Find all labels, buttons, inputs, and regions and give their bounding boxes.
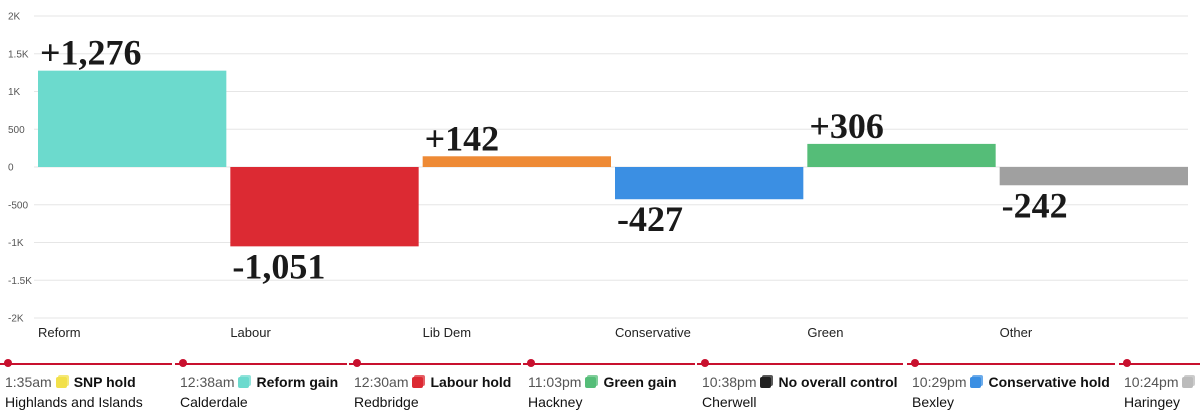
- ticker-item[interactable]: 12:38am Reform gain Calderdale: [175, 354, 351, 416]
- ticker-status: Reform gain: [256, 374, 339, 390]
- ticker-dot: [179, 359, 187, 367]
- ticker-item[interactable]: 10:29pm Conservative hold Bexley: [907, 354, 1119, 416]
- results-ticker: 1:35am SNP hold Highlands and Islands 12…: [0, 354, 1200, 416]
- y-tick-label: 2K: [8, 12, 21, 23]
- ticker-time: 10:29pm: [912, 374, 967, 390]
- x-tick-label: Reform: [38, 325, 81, 340]
- ticker-time: 12:38am: [180, 374, 235, 390]
- data-label: -427: [617, 199, 683, 239]
- y-tick-label: 1.5K: [8, 49, 29, 60]
- ticker-dot: [701, 359, 709, 367]
- bar-green[interactable]: [807, 143, 996, 167]
- ticker-place: Highlands and Islands: [5, 394, 143, 410]
- party-color-icon: [412, 374, 426, 388]
- ticker-time: 1:35am: [5, 374, 52, 390]
- ticker-item[interactable]: 1:35am SNP hold Highlands and Islands: [0, 354, 176, 416]
- ticker-place: Calderdale: [180, 394, 248, 410]
- ticker-dot: [1123, 359, 1131, 367]
- ticker-dot: [911, 359, 919, 367]
- ticker-place: Bexley: [912, 394, 955, 410]
- ticker-place: Hackney: [528, 394, 583, 410]
- data-label: +306: [809, 106, 884, 146]
- ticker-item[interactable]: 10:38pm No overall control Cherwell: [697, 354, 907, 416]
- data-labels: +1,276 -1,051 +142 -427 +306 -242: [40, 33, 1068, 287]
- party-color-icon: [970, 374, 984, 388]
- ticker-dot: [527, 359, 535, 367]
- ticker-status: Green gain: [603, 374, 677, 390]
- party-color-icon: [55, 374, 69, 388]
- y-tick-label: 0: [8, 163, 14, 174]
- data-label: +142: [425, 118, 500, 158]
- y-tick-label: -1K: [8, 238, 24, 249]
- y-tick-label: 500: [8, 125, 25, 136]
- bar-other[interactable]: [999, 167, 1188, 186]
- ticker-dot: [4, 359, 12, 367]
- party-color-icon: [1182, 374, 1196, 388]
- bar-conservative[interactable]: [615, 167, 804, 200]
- party-color-icon: [585, 374, 599, 388]
- data-label: -242: [1002, 185, 1068, 225]
- ticker-time: 12:30am: [354, 374, 409, 390]
- x-tick-label: Green: [807, 325, 843, 340]
- bar-reform[interactable]: [38, 70, 227, 167]
- ticker-place: Haringey: [1124, 394, 1181, 410]
- party-color-icon: [238, 374, 252, 388]
- y-tick-label: 1K: [8, 87, 21, 98]
- data-label: +1,276: [40, 33, 142, 73]
- seat-change-chart: 2K 1.5K 1K 500 0 -500 -1K -1.5K -2K Reform Labour…: [8, 12, 1188, 340]
- ticker-item[interactable]: 10:24pm Haringey: [1119, 354, 1200, 416]
- bars: [38, 70, 1188, 247]
- y-tick-label: -500: [8, 200, 28, 211]
- x-tick-label: Conservative: [615, 325, 691, 340]
- ticker-status: No overall control: [778, 374, 898, 390]
- ticker-place: Cherwell: [702, 394, 757, 410]
- bar-labour[interactable]: [230, 167, 419, 247]
- x-tick-label: Other: [1000, 325, 1033, 340]
- ticker-dot: [353, 359, 361, 367]
- x-tick-label: Lib Dem: [423, 325, 471, 340]
- ticker-status: SNP hold: [73, 374, 136, 390]
- ticker-status: Conservative hold: [988, 374, 1110, 390]
- y-axis: 2K 1.5K 1K 500 0 -500 -1K -1.5K -2K: [8, 12, 32, 325]
- data-label: -1,051: [232, 246, 325, 286]
- ticker-status: Labour hold: [430, 374, 512, 390]
- ticker-time: 10:24pm: [1124, 374, 1179, 390]
- ticker-time: 11:03pm: [528, 374, 582, 390]
- ticker-time: 10:38pm: [702, 374, 757, 390]
- x-axis: Reform Labour Lib Dem Conservative Green Othe…: [38, 325, 1033, 340]
- ticker-item[interactable]: 11:03pm Green gain Hackney: [523, 354, 699, 416]
- ticker-item[interactable]: 12:30am Labour hold Redbridge: [349, 354, 525, 416]
- party-color-icon: [760, 374, 774, 388]
- ticker-place: Redbridge: [354, 394, 419, 410]
- y-tick-label: -2K: [8, 314, 24, 325]
- bar-lib-dem[interactable]: [422, 156, 611, 167]
- x-tick-label: Labour: [230, 325, 271, 340]
- y-tick-label: -1.5K: [8, 276, 32, 287]
